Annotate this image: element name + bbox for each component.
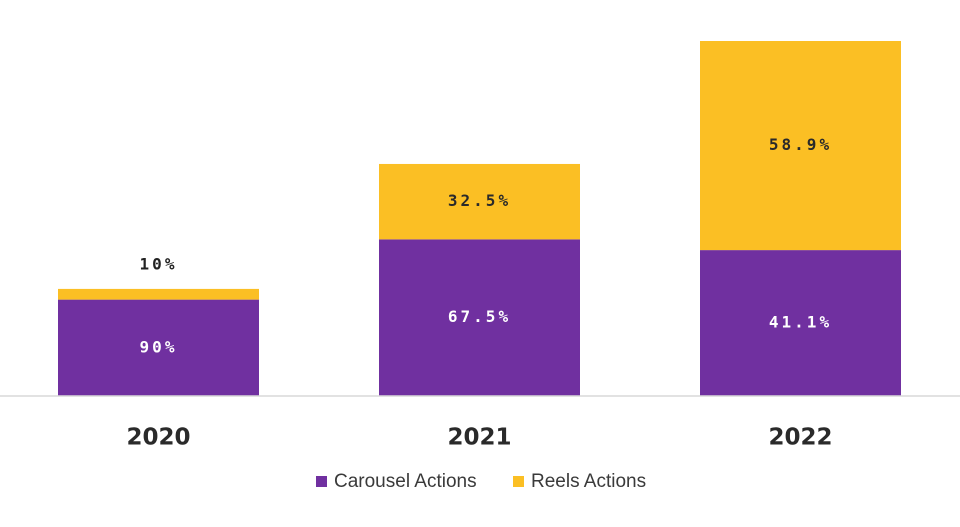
data-label-2021-reels: 32.5% xyxy=(448,191,511,210)
bar-segment-2022-reels xyxy=(700,41,901,251)
legend: Carousel Actions Reels Actions xyxy=(316,471,646,492)
x-tick-label-2022: 2022 xyxy=(768,425,832,451)
legend-swatch-reels xyxy=(513,476,524,487)
bar-segment-2021-reels xyxy=(379,163,580,240)
bar-segment-2022-carousel xyxy=(700,250,901,396)
data-label-2022-carousel: 41.1% xyxy=(769,313,832,332)
bar-segment-2021-carousel xyxy=(379,239,580,396)
bar-segment-2020-carousel xyxy=(58,299,259,396)
legend-label-carousel: Carousel Actions xyxy=(334,471,477,492)
x-tick-label-2020: 2020 xyxy=(126,425,190,451)
x-tick-label-2021: 2021 xyxy=(447,425,511,451)
data-label-2020-reels: 10% xyxy=(140,254,178,273)
x-axis-labels: 2020 2021 2022 xyxy=(126,425,832,451)
bars-group: 90% 10% 67.5% 32.5% 41.1% 58.9% xyxy=(58,41,901,396)
legend-label-reels: Reels Actions xyxy=(531,471,646,492)
data-label-2022-reels: 58.9% xyxy=(769,135,832,154)
legend-swatch-carousel xyxy=(316,476,327,487)
data-label-2021-carousel: 67.5% xyxy=(448,307,511,326)
data-label-2020-carousel: 90% xyxy=(140,337,178,356)
bar-segment-2020-reels xyxy=(58,288,259,300)
